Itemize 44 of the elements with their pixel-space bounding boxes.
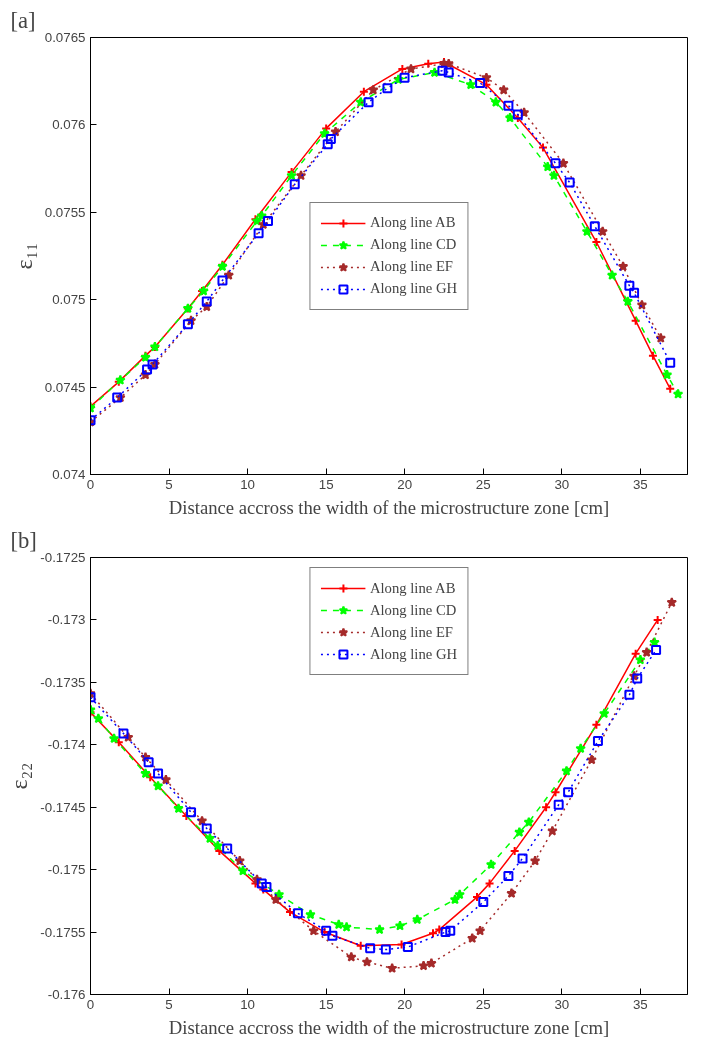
x-tick-label: 5 bbox=[165, 996, 173, 1012]
y-tick-label: 0.075 bbox=[52, 292, 86, 308]
legend-label: Along line CD bbox=[369, 236, 457, 253]
y-tick-label: 0.074 bbox=[52, 467, 87, 482]
y-tick-label: -0.176 bbox=[47, 987, 86, 1002]
y-tick-label: 0.0745 bbox=[44, 379, 86, 395]
legend-label: Along line EF bbox=[369, 623, 453, 641]
x-tick-label: 5 bbox=[165, 476, 173, 492]
y-tick-label: -0.1745 bbox=[40, 799, 86, 815]
x-tick-label: 35 bbox=[632, 476, 648, 492]
y-tick-label: -0.174 bbox=[47, 737, 87, 753]
chart-title: [a] bbox=[10, 7, 36, 33]
y-tick-label: 0.0765 bbox=[44, 30, 86, 45]
x-tick-label: 20 bbox=[397, 476, 413, 492]
x-tick-label: 0 bbox=[86, 476, 95, 492]
x-tick-label: 25 bbox=[475, 476, 491, 492]
y-axis-title: ε₁₁ bbox=[10, 242, 37, 270]
y-tick-label: 0.076 bbox=[52, 117, 86, 133]
x-tick-label: 30 bbox=[554, 476, 570, 492]
y-tick-label: -0.175 bbox=[47, 862, 86, 878]
y-tick-label: -0.1755 bbox=[40, 924, 86, 940]
x-tick-label: 0 bbox=[86, 996, 95, 1012]
legend-label: Along line AB bbox=[369, 214, 456, 231]
x-tick-label: 30 bbox=[554, 996, 570, 1012]
x-tick-label: 25 bbox=[475, 996, 491, 1012]
y-tick-label: -0.1735 bbox=[40, 674, 86, 690]
legend-label: Along line AB bbox=[369, 579, 456, 597]
y-tick-label: -0.1725 bbox=[40, 550, 86, 565]
legend-label: Along line GH bbox=[369, 645, 458, 663]
x-axis-title: Distance accross the width of the microstructure zone [cm] bbox=[168, 496, 610, 518]
x-tick-label: 20 bbox=[397, 996, 413, 1012]
chart-title: [b] bbox=[10, 527, 37, 553]
x-tick-label: 10 bbox=[240, 476, 256, 492]
legend-label: Along line CD bbox=[369, 601, 457, 619]
y-tick-label: -0.173 bbox=[47, 612, 86, 628]
x-tick-label: 35 bbox=[632, 996, 648, 1012]
y-tick-label: 0.0755 bbox=[44, 204, 86, 220]
y-axis-title: ε₂₂ bbox=[6, 762, 33, 790]
x-tick-label: 15 bbox=[318, 996, 334, 1012]
x-tick-label: 15 bbox=[318, 476, 334, 492]
x-axis-title: Distance accross the width of the microstructure zone [cm] bbox=[168, 1016, 610, 1038]
legend-label: Along line GH bbox=[369, 280, 458, 297]
legend-label: Along line EF bbox=[369, 258, 453, 275]
x-tick-label: 10 bbox=[240, 996, 256, 1012]
